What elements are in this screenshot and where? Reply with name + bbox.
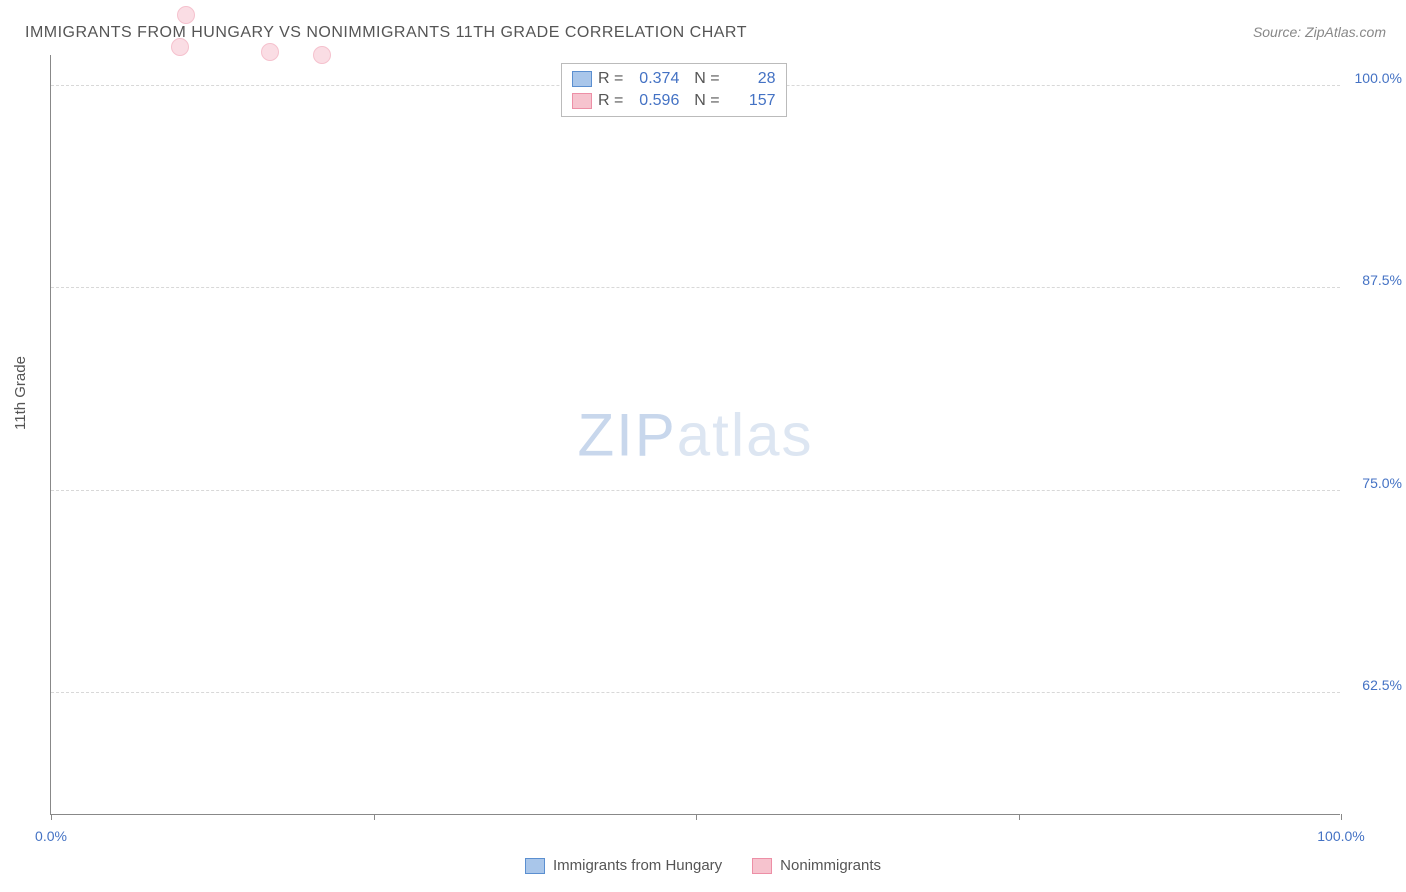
y-tick-label: 87.5% — [1362, 272, 1402, 288]
stats-row-series2: R = 0.596 N = 157 — [572, 90, 776, 112]
scatter-point — [313, 46, 331, 64]
legend: Immigrants from Hungary Nonimmigrants — [0, 857, 1406, 874]
swatch-icon — [525, 858, 545, 874]
x-tick — [1341, 814, 1342, 820]
gridline — [51, 287, 1340, 288]
scatter-point — [171, 38, 189, 56]
x-tick — [51, 814, 52, 820]
x-tick-label: 100.0% — [1317, 828, 1364, 844]
legend-label: Nonimmigrants — [780, 857, 881, 874]
swatch-icon — [752, 858, 772, 874]
source-attribution: Source: ZipAtlas.com — [1253, 24, 1386, 40]
correlation-stats-box: R = 0.374 N = 28 R = 0.596 N = 157 — [561, 63, 787, 117]
swatch-icon — [572, 93, 592, 109]
stats-row-series1: R = 0.374 N = 28 — [572, 68, 776, 90]
swatch-icon — [572, 71, 592, 87]
chart-title: IMMIGRANTS FROM HUNGARY VS NONIMMIGRANTS… — [25, 24, 747, 42]
plot-area: ZIPatlas 62.5%75.0%87.5%100.0%0.0%100.0%… — [50, 55, 1340, 815]
x-tick — [696, 814, 697, 820]
gridline — [51, 490, 1340, 491]
y-tick-label: 100.0% — [1355, 70, 1402, 86]
x-tick — [1019, 814, 1020, 820]
y-tick-label: 75.0% — [1362, 475, 1402, 491]
legend-label: Immigrants from Hungary — [553, 857, 722, 874]
y-axis-label: 11th Grade — [12, 356, 29, 430]
gridline — [51, 692, 1340, 693]
x-tick-label: 0.0% — [35, 828, 67, 844]
watermark: ZIPatlas — [577, 400, 813, 469]
scatter-point — [177, 6, 195, 24]
legend-item-series1: Immigrants from Hungary — [525, 857, 722, 874]
legend-item-series2: Nonimmigrants — [752, 857, 881, 874]
y-tick-label: 62.5% — [1362, 677, 1402, 693]
scatter-point — [261, 43, 279, 61]
x-tick — [374, 814, 375, 820]
